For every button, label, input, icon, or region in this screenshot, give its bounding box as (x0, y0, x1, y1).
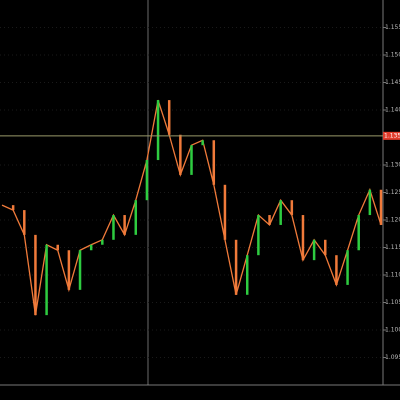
y-tick-label: 1.1300 (385, 162, 400, 169)
y-tick-label: 1.1400 (385, 107, 400, 114)
y-tick-label: 1.1450 (385, 79, 400, 86)
y-tick-label: 1.1000 (385, 327, 400, 334)
y-tick-label: 1.1050 (385, 299, 400, 306)
y-tick-label: 1.1150 (385, 244, 400, 251)
y-tick-label: 1.1550 (385, 24, 400, 31)
y-tick-label: 1.1500 (385, 52, 400, 59)
y-tick-label: 1.1250 (385, 189, 400, 196)
y-tick-label: 1.1200 (385, 217, 400, 224)
y-tick-label: 1.0950 (385, 354, 400, 361)
y-tick-label: 1.1100 (385, 272, 400, 279)
price-tag (383, 131, 400, 140)
price-tag-label: 1.1353 (384, 132, 400, 139)
